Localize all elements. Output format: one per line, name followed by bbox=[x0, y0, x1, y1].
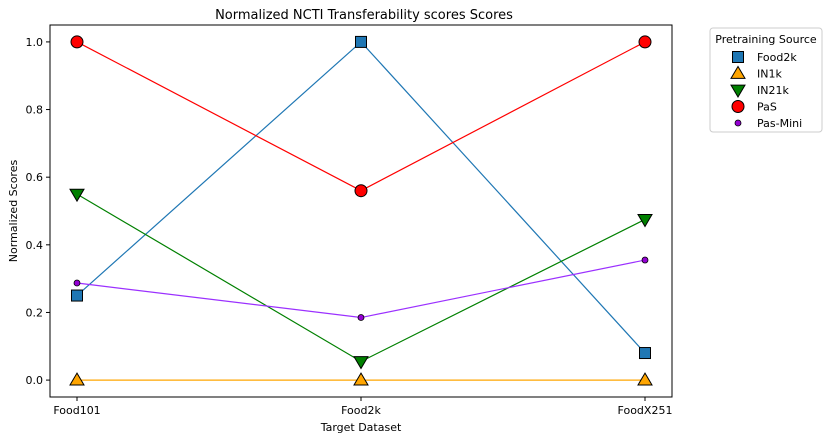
series-line-pas bbox=[76, 41, 646, 192]
data-point-pas-mini bbox=[73, 279, 81, 287]
legend-marker-food2k bbox=[732, 51, 744, 63]
legend-items: Food2k IN1k IN21k PaS Pas-Mini bbox=[730, 51, 802, 130]
data-point-in21k bbox=[69, 188, 85, 203]
y-tick-label: 0.6 bbox=[26, 171, 44, 184]
y-tick-label: 0.0 bbox=[26, 374, 44, 387]
legend-item-in21k: IN21k bbox=[730, 84, 789, 98]
legend-marker-in21k bbox=[730, 84, 746, 98]
y-axis: 0.0 0.2 0.4 0.6 0.8 1.0 bbox=[26, 36, 50, 387]
y-tick-label: 0.2 bbox=[26, 306, 44, 319]
data-point-in1k bbox=[353, 372, 369, 386]
data-point-pas bbox=[70, 35, 84, 49]
x-tick-label: Food101 bbox=[53, 404, 100, 417]
legend-item-food2k: Food2k bbox=[732, 51, 797, 64]
data-point-in21k bbox=[637, 214, 653, 228]
legend-item-pas: PaS bbox=[731, 100, 777, 114]
plot-area-frame bbox=[49, 24, 673, 398]
legend: Pretraining Source Food2k IN1k IN21k PaS Pas… bbox=[709, 27, 823, 133]
data-point-pas bbox=[354, 184, 368, 198]
series-layer bbox=[69, 35, 653, 386]
x-tick-label: Food2k bbox=[341, 404, 381, 417]
data-point-food2k bbox=[71, 289, 83, 302]
data-point-pas-mini bbox=[357, 314, 365, 321]
legend-label: Pas-Mini bbox=[757, 117, 802, 130]
data-point-pas bbox=[638, 35, 652, 49]
data-point-in21k bbox=[353, 356, 369, 370]
legend-label: IN21k bbox=[757, 84, 789, 97]
series-pas bbox=[70, 35, 652, 198]
x-axis: Food101 Food2k FoodX251 bbox=[53, 397, 672, 417]
legend-marker-pas-mini bbox=[734, 119, 742, 127]
y-axis-label: Normalized Scores bbox=[7, 160, 20, 263]
series-food2k bbox=[71, 35, 651, 360]
series-line-food2k bbox=[76, 41, 646, 354]
legend-item-pas-mini: Pas-Mini bbox=[734, 117, 802, 130]
legend-label: Food2k bbox=[757, 51, 797, 64]
series-pas-mini bbox=[73, 256, 649, 321]
y-tick-label: 0.4 bbox=[26, 239, 44, 252]
y-tick-label: 0.8 bbox=[26, 104, 44, 117]
x-axis-label: Target Dataset bbox=[320, 421, 402, 434]
data-point-in1k bbox=[637, 372, 653, 386]
data-point-food2k bbox=[355, 35, 367, 48]
data-point-in1k bbox=[69, 372, 85, 386]
y-tick-label: 1.0 bbox=[26, 36, 44, 49]
data-point-food2k bbox=[639, 347, 651, 360]
series-line-pas-mini bbox=[76, 259, 646, 319]
chart-title: Normalized NCTI Transferability scores S… bbox=[215, 8, 513, 23]
series-in1k bbox=[69, 372, 653, 386]
legend-marker-in1k bbox=[730, 65, 746, 79]
legend-label: IN1k bbox=[757, 68, 782, 81]
series-in21k bbox=[69, 188, 653, 370]
x-tick-label: FoodX251 bbox=[618, 404, 673, 417]
legend-label: PaS bbox=[757, 101, 777, 114]
legend-item-in1k: IN1k bbox=[730, 65, 782, 81]
legend-marker-pas bbox=[731, 100, 745, 113]
data-point-pas-mini bbox=[641, 256, 649, 264]
legend-title: Pretraining Source bbox=[715, 33, 817, 46]
